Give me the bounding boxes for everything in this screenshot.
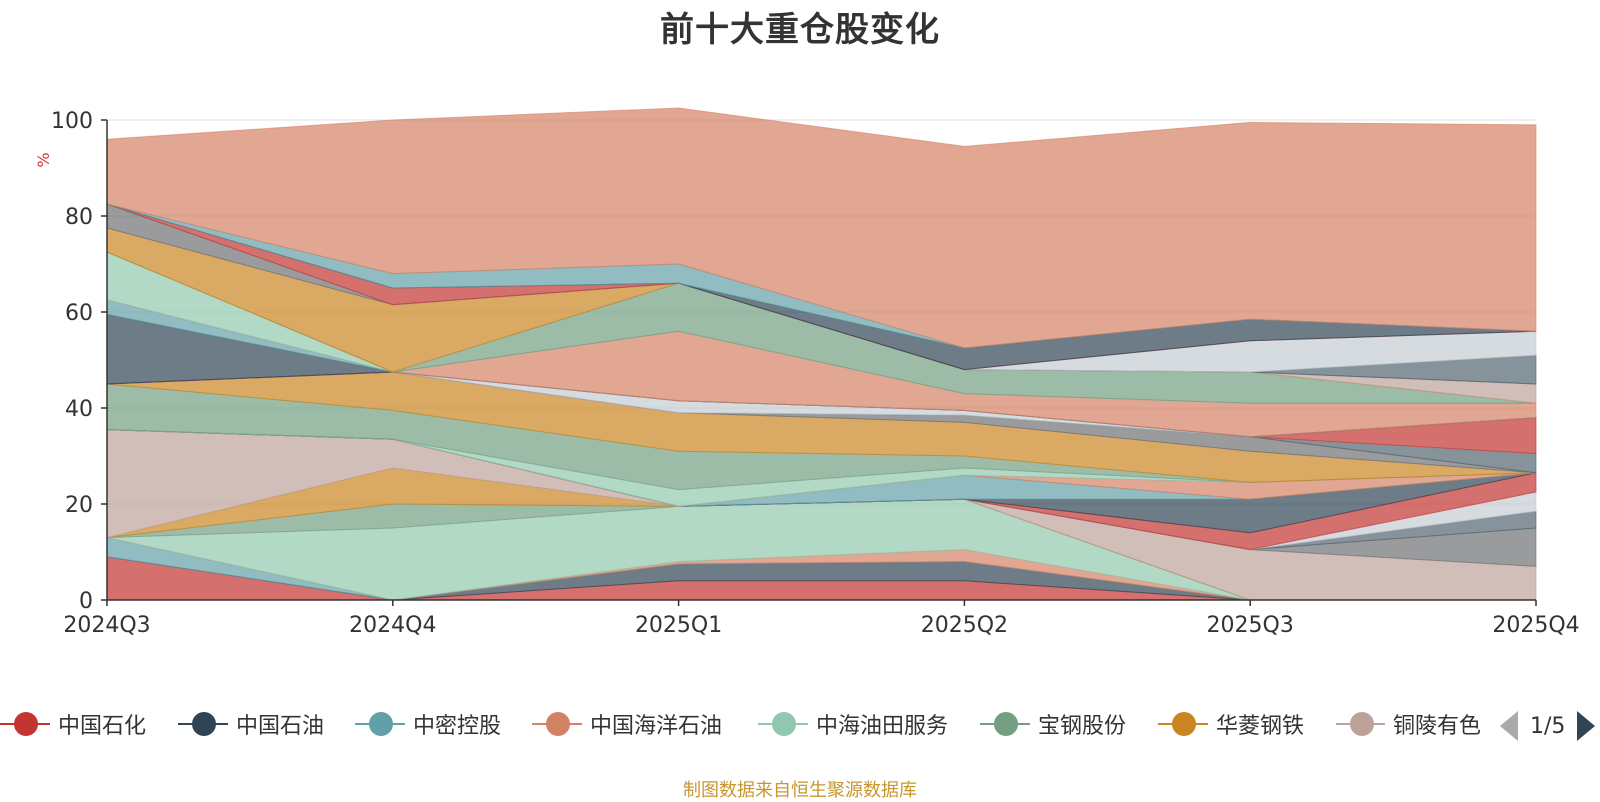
- legend-item[interactable]: 铜陵有色: [1336, 706, 1481, 742]
- y-tick-label: 100: [51, 109, 93, 134]
- area-series-series-37: [106, 107, 1537, 349]
- axes: 0 20 40 60 80 100 2024Q3 2024Q4 2025Q1 2025Q2 2025…: [51, 109, 1580, 638]
- legend-marker-icon: [758, 712, 808, 736]
- legend-marker-icon: [1158, 712, 1208, 736]
- chart-title: 前十大重仓股变化: [660, 10, 940, 50]
- legend-item[interactable]: 中国海洋石油: [532, 706, 722, 742]
- x-tick-label: 2025Q4: [1492, 613, 1579, 638]
- y-tick-label: 60: [65, 301, 93, 326]
- y-tick-label: 80: [65, 205, 93, 230]
- legend-label: 中国海洋石油: [590, 714, 723, 739]
- legend-label: 中国石化: [58, 714, 147, 739]
- legend-page-indicator: 1/5: [1530, 713, 1566, 739]
- legend-marker-icon: [532, 712, 582, 736]
- legend-label: 华菱钢铁: [1216, 714, 1305, 739]
- legend-dot-icon: [1172, 712, 1196, 736]
- y-tick-label: 0: [79, 589, 93, 614]
- legend-item[interactable]: 宝钢股份: [980, 706, 1126, 742]
- legend-dot-icon: [14, 712, 38, 736]
- legend-label: 宝钢股份: [1038, 714, 1127, 739]
- legend-label: 中海油田服务: [816, 714, 949, 739]
- x-tick-label: 2024Q4: [349, 613, 436, 638]
- legend-next-page-icon[interactable]: [1577, 711, 1596, 741]
- legend-dot-icon: [192, 712, 216, 736]
- x-tick-label: 2025Q3: [1207, 613, 1294, 638]
- legend-item[interactable]: 华菱钢铁: [1158, 706, 1304, 742]
- legend-label: 铜陵有色: [1392, 714, 1481, 739]
- x-tick-label: 2025Q2: [921, 613, 1008, 638]
- y-tick-label: 40: [65, 397, 93, 422]
- legend-pager: 1/5: [1500, 708, 1596, 744]
- legend-item[interactable]: 中密控股: [355, 706, 501, 742]
- legend-item[interactable]: 中国石油: [178, 706, 324, 742]
- legend-label: 中密控股: [413, 714, 502, 739]
- stacked-area-chart: 0 20 40 60 80 100 2024Q3 2024Q4 2025Q1 2025Q2 2025…: [34, 107, 1580, 638]
- legend: 中国石化 中国石油 中密控股 中国海洋石油 中海油田服务 宝钢股份 华菱钢铁 铜陵有色: [0, 706, 1600, 746]
- legend-label: 中国石油: [236, 714, 325, 739]
- x-tick-label: 2024Q3: [63, 613, 150, 638]
- legend-marker-icon: [178, 712, 228, 736]
- legend-dot-icon: [772, 712, 796, 736]
- legend-item[interactable]: 中国石化: [0, 706, 146, 742]
- data-source-note: 制图数据来自恒生聚源数据库: [683, 780, 917, 801]
- y-tick-label: 20: [65, 493, 93, 518]
- legend-prev-page-icon[interactable]: [1500, 711, 1518, 741]
- legend-marker-icon: [980, 712, 1030, 736]
- legend-dot-icon: [369, 712, 393, 736]
- legend-dot-icon: [994, 712, 1018, 736]
- x-tick-label: 2025Q1: [635, 613, 722, 638]
- legend-dot-icon: [546, 712, 570, 736]
- legend-marker-icon: [355, 712, 405, 736]
- area-series-group: [106, 107, 1537, 601]
- legend-marker-icon: [0, 712, 50, 736]
- y-axis-unit-label: %: [34, 152, 53, 167]
- legend-item[interactable]: 中海油田服务: [758, 706, 948, 742]
- legend-dot-icon: [1350, 712, 1374, 736]
- legend-marker-icon: [1336, 712, 1385, 736]
